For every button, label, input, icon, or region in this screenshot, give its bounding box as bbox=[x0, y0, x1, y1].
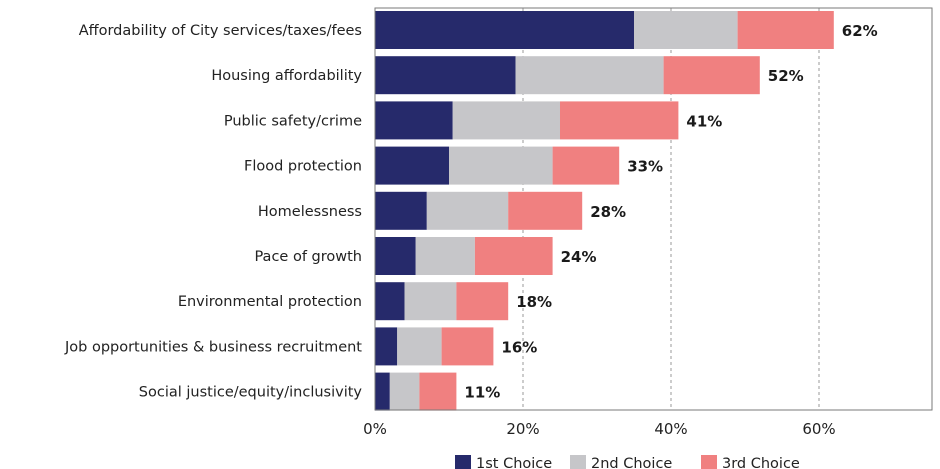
total-label: 18% bbox=[516, 293, 552, 311]
bar-3-row-1 bbox=[737, 11, 834, 49]
legend-label: 1st Choice bbox=[476, 456, 552, 469]
x-tick-label: 60% bbox=[802, 420, 835, 438]
bar-1-row-1 bbox=[375, 11, 634, 49]
bar-1-row-9 bbox=[375, 372, 390, 411]
total-label: 62% bbox=[842, 22, 878, 40]
category-label: Flood protection bbox=[244, 159, 362, 175]
bar-1-row-2 bbox=[375, 56, 516, 95]
bar-1-row-5 bbox=[375, 191, 427, 230]
bars bbox=[375, 11, 834, 411]
category-label: Job opportunities & business recruitment bbox=[64, 339, 362, 355]
bar-3-row-8 bbox=[441, 327, 494, 366]
bar-3-row-3 bbox=[560, 101, 679, 140]
bar-2-row-6 bbox=[415, 237, 475, 275]
bar-2-row-4 bbox=[449, 146, 553, 185]
x-tick-label: 20% bbox=[506, 420, 539, 438]
x-tick-label: 0% bbox=[363, 420, 387, 438]
category-labels: Affordability of City services/taxes/fee… bbox=[64, 23, 362, 401]
total-label: 52% bbox=[768, 67, 804, 85]
bar-3-row-6 bbox=[474, 237, 553, 275]
legend-swatch bbox=[701, 455, 717, 469]
bar-2-row-5 bbox=[426, 191, 509, 230]
category-label: Affordability of City services/taxes/fee… bbox=[79, 23, 362, 39]
bar-2-row-2 bbox=[515, 56, 664, 95]
total-label: 24% bbox=[561, 248, 597, 266]
bar-2-row-3 bbox=[452, 101, 560, 140]
category-label: Housing affordability bbox=[211, 68, 362, 84]
bar-2-row-1 bbox=[634, 11, 738, 49]
bar-3-row-2 bbox=[663, 56, 760, 95]
x-axis-tick-labels: 0% 20% 40% 60% bbox=[363, 420, 836, 438]
bar-1-row-6 bbox=[375, 237, 416, 275]
bar-1-row-7 bbox=[375, 282, 405, 321]
category-label: Environmental protection bbox=[178, 294, 362, 310]
total-label: 11% bbox=[464, 384, 500, 402]
bar-3-row-4 bbox=[552, 146, 620, 185]
bar-1-row-4 bbox=[375, 146, 449, 185]
bar-3-row-9 bbox=[419, 372, 457, 411]
category-label: Homelessness bbox=[258, 204, 362, 220]
total-label: 28% bbox=[590, 203, 626, 221]
bar-2-row-7 bbox=[404, 282, 457, 321]
bar-3-row-7 bbox=[456, 282, 509, 321]
bar-1-row-3 bbox=[375, 101, 453, 140]
total-label: 41% bbox=[686, 112, 722, 130]
legend-swatch bbox=[570, 455, 586, 469]
category-label: Social justice/equity/inclusivity bbox=[139, 385, 363, 401]
total-labels: 62% 52% 41% 33% 28% 24% 18% 16% 11% bbox=[464, 22, 877, 402]
bar-2-row-8 bbox=[397, 327, 442, 366]
bar-3-row-5 bbox=[508, 191, 583, 230]
legend-label: 2nd Choice bbox=[591, 456, 672, 469]
x-tick-label: 40% bbox=[654, 420, 687, 438]
category-label: Public safety/crime bbox=[224, 113, 362, 129]
legend-label: 3rd Choice bbox=[722, 456, 800, 469]
total-label: 16% bbox=[501, 338, 537, 356]
legend-swatch bbox=[455, 455, 471, 469]
plot-frame bbox=[374, 7, 933, 411]
category-label: Pace of growth bbox=[254, 249, 362, 265]
bar-1-row-8 bbox=[375, 327, 398, 366]
bar-2-row-9 bbox=[389, 372, 420, 411]
legend: 1st Choice 2nd Choice 3rd Choice bbox=[455, 455, 800, 469]
total-label: 33% bbox=[627, 158, 663, 176]
